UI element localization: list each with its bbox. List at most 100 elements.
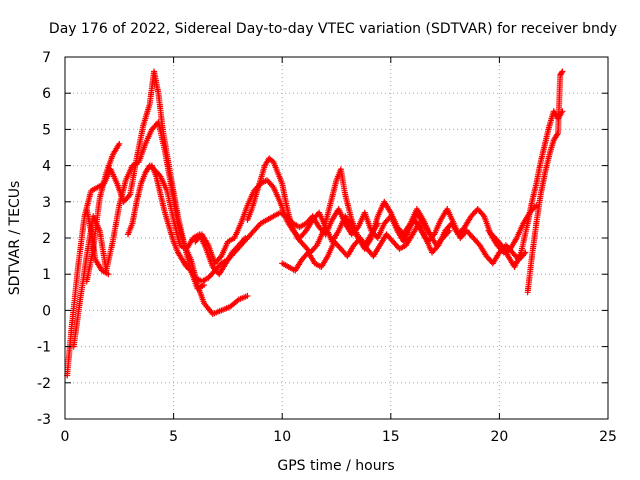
trace-markers: [252, 222, 263, 233]
trace-markers: [175, 250, 185, 262]
trace-markers: [191, 232, 201, 241]
series-8: [244, 155, 453, 256]
trace-markers: [332, 240, 343, 251]
trace-markers: [184, 236, 196, 251]
y-tick-label: -1: [37, 340, 51, 356]
y-tick-label: 1: [42, 267, 51, 283]
trace-markers: [238, 204, 250, 225]
trace-markers: [399, 225, 411, 240]
series-1: [64, 68, 208, 379]
trace-markers: [100, 268, 110, 277]
trace-markers: [206, 269, 217, 280]
trace-markers: [239, 236, 250, 247]
trace-markers: [280, 261, 291, 270]
trace-markers: [327, 178, 339, 207]
trace-markers: [143, 128, 155, 146]
trace-markers: [295, 236, 306, 247]
trace-markers: [551, 131, 561, 142]
trace-markers: [125, 222, 135, 236]
trace-markers: [103, 153, 116, 174]
trace-markers: [319, 254, 330, 269]
trace-markers: [508, 236, 519, 251]
trace-markers: [368, 215, 381, 240]
y-tick-label: -2: [37, 376, 51, 392]
trace-markers: [382, 200, 393, 215]
trace-markers: [504, 243, 515, 254]
trace-markers: [426, 232, 436, 244]
trace-markers: [89, 185, 99, 193]
trace-markers: [149, 164, 159, 178]
trace-markers: [129, 200, 140, 225]
trace-markers: [77, 255, 90, 301]
x-axis-label: GPS time / hours: [277, 458, 394, 474]
trace-markers: [555, 74, 564, 134]
trace-markers: [412, 218, 424, 233]
trace-markers: [75, 215, 88, 268]
trace-markers: [330, 229, 341, 244]
trace-markers: [304, 218, 315, 233]
trace-markers: [320, 204, 333, 232]
trace-markers: [477, 243, 489, 258]
trace-markers: [499, 243, 511, 258]
trace-markers: [493, 236, 504, 247]
trace-markers: [288, 222, 300, 240]
trace-markers: [220, 304, 232, 313]
trace-markers: [200, 275, 210, 284]
chart-title: Day 176 of 2022, Sidereal Day-to-day VTE…: [49, 21, 617, 37]
trace-markers: [291, 221, 301, 230]
trace-markers: [84, 207, 94, 232]
trace-markers: [84, 247, 96, 283]
trace-markers: [414, 207, 426, 222]
trace-markers: [213, 261, 224, 273]
trace-markers: [265, 214, 275, 222]
trace-markers: [297, 229, 308, 240]
trace-markers: [232, 243, 243, 254]
trace-markers: [538, 171, 548, 196]
trace-markers: [358, 236, 369, 251]
trace-markers: [272, 210, 282, 219]
trace-markers: [371, 243, 382, 258]
trace-markers: [432, 218, 443, 236]
y-tick-label: 4: [42, 159, 51, 175]
trace-markers: [199, 232, 211, 247]
trace-markers: [131, 159, 141, 168]
trace-markers: [265, 178, 276, 189]
trace-markers: [151, 70, 161, 95]
trace-markers: [175, 222, 187, 247]
trace-markers: [162, 150, 175, 189]
trace-markers: [138, 171, 148, 185]
x-tick-label: 5: [169, 429, 178, 445]
trace-markers: [465, 229, 475, 240]
trace-markers: [338, 168, 348, 196]
trace-markers: [275, 171, 285, 185]
trace-markers: [103, 240, 116, 272]
trace-markers: [518, 222, 531, 254]
trace-markers: [171, 240, 181, 254]
trace-markers: [220, 257, 230, 266]
trace-markers: [195, 283, 207, 305]
series-9: [279, 202, 540, 274]
trace-markers: [308, 243, 319, 254]
trace-markers: [403, 232, 415, 247]
trace-markers: [533, 193, 544, 225]
trace-markers: [524, 255, 535, 294]
trace-markers: [180, 258, 189, 269]
data-point: [116, 140, 123, 147]
trace-markers: [462, 214, 474, 229]
trace-markers: [188, 269, 198, 280]
trace-markers: [362, 211, 374, 232]
trace-markers: [342, 193, 355, 222]
series-2: [70, 119, 251, 350]
trace-markers: [533, 160, 544, 185]
trace-markers: [557, 69, 565, 77]
trace-markers: [90, 197, 103, 250]
trace-markers: [279, 182, 290, 207]
x-tick-label: 10: [273, 429, 291, 445]
data-point: [105, 271, 112, 278]
trace-markers: [193, 275, 204, 284]
trace-markers: [226, 250, 237, 262]
y-axis-label: SDTVAR / TECUs: [7, 181, 23, 296]
trace-markers: [490, 251, 502, 265]
trace-markers: [185, 265, 193, 273]
